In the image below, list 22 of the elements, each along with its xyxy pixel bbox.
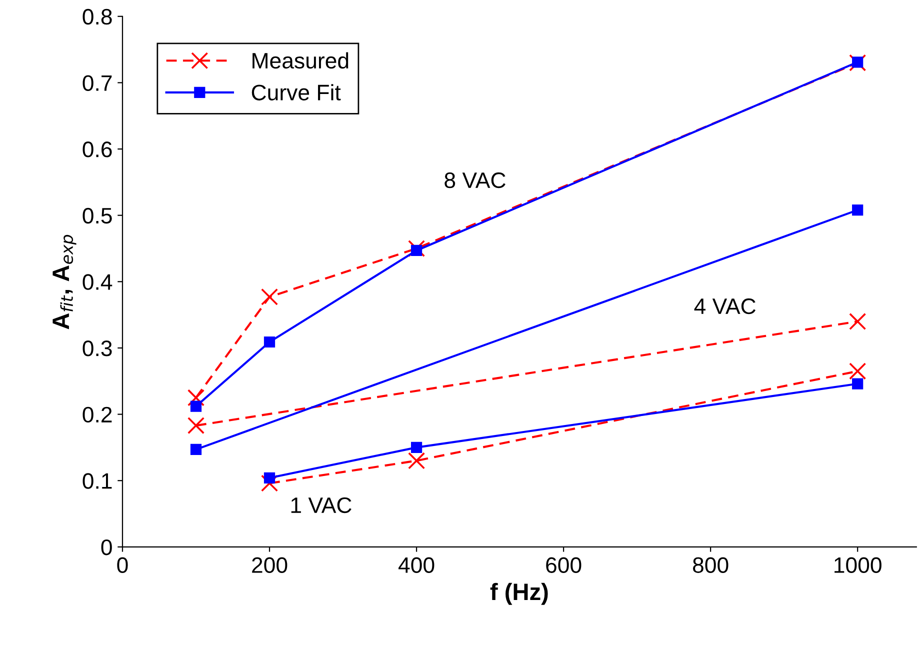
- x-tick-label: 200: [252, 557, 288, 573]
- y-tick-label: 0.6: [82, 142, 112, 158]
- y-tick-label: 0: [101, 539, 112, 556]
- x-tick-label: 600: [546, 557, 582, 573]
- y-tick-label: 0.2: [82, 406, 112, 423]
- y-tick-label: 0.8: [82, 8, 112, 25]
- y-axis-title: A$_{fit}$, A$_{exp}$: [52, 234, 76, 330]
- annotation: 1 VAC: [291, 497, 352, 514]
- annotation: 8 VAC: [444, 172, 506, 188]
- x-tick-label: 0: [117, 557, 128, 573]
- y-tick-label: 0.4: [82, 274, 112, 290]
- x-axis-title: f (Hz): [490, 582, 548, 605]
- y-tick-label: 0.7: [82, 75, 112, 91]
- x-tick-label: 800: [692, 557, 728, 573]
- annotation: 4 VAC: [694, 298, 756, 314]
- y-tick-label: 0.3: [82, 340, 112, 356]
- legend-label: Curve Fit: [252, 84, 341, 100]
- x-tick-label: 400: [398, 557, 434, 573]
- legend-label: Measured: [252, 52, 348, 69]
- y-tick-label: 0.1: [82, 473, 112, 489]
- x-tick-label: 1000: [834, 557, 882, 573]
- y-tick-label: 0.5: [82, 208, 112, 224]
